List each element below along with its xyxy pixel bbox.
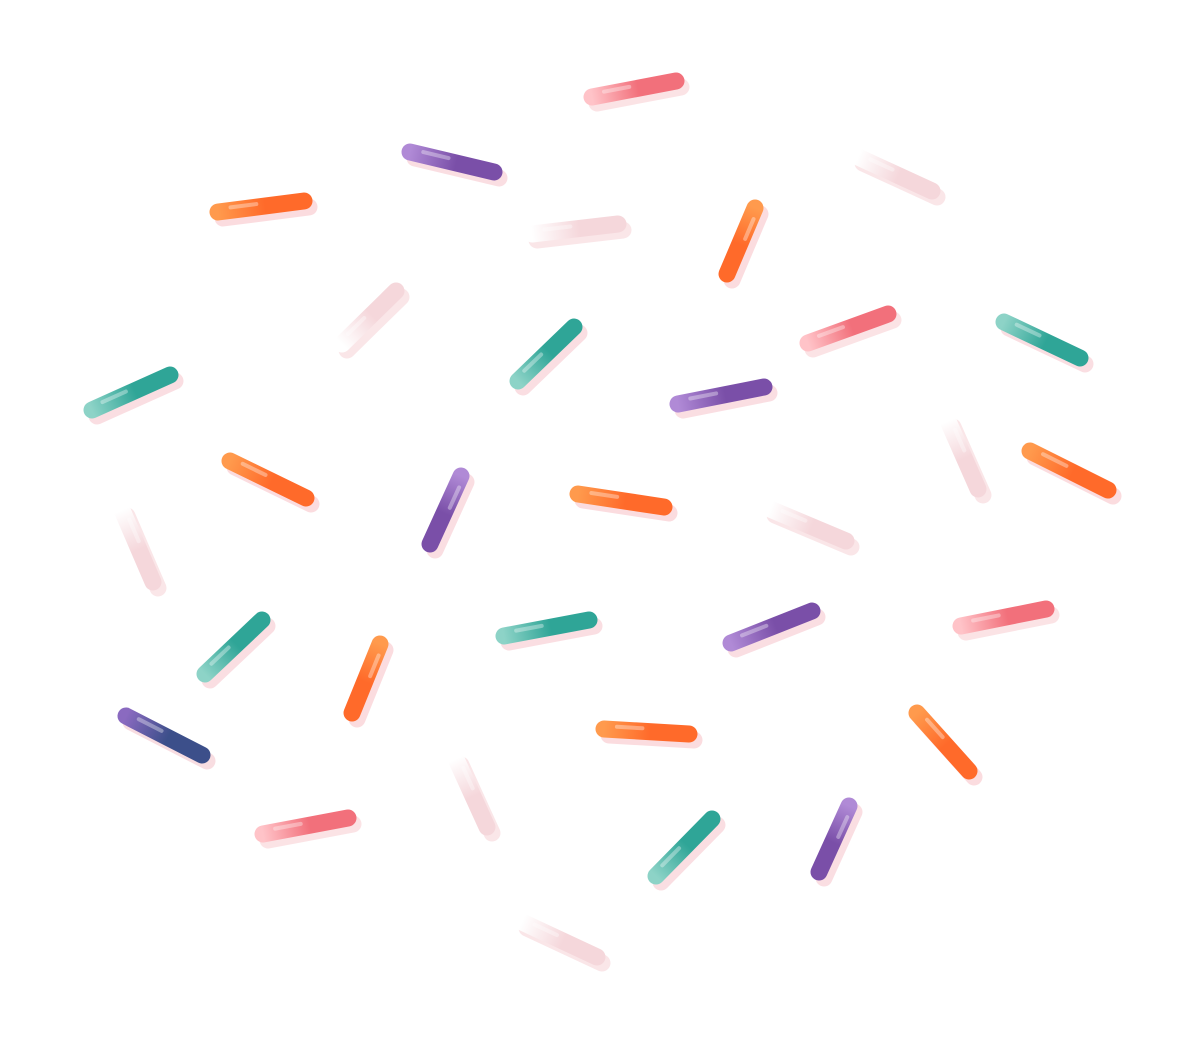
sprinkle-body	[113, 501, 162, 591]
sprinkle-pink	[799, 305, 902, 358]
sprinkle-body	[117, 707, 211, 764]
sprinkle-body	[447, 750, 496, 836]
sprinkle-body	[995, 313, 1089, 367]
sprinkle-body	[849, 148, 941, 200]
sprinkle-highlight	[925, 717, 945, 740]
sprinkle-body	[718, 199, 764, 283]
sprinkle-highlight	[953, 427, 967, 453]
sprinkle-highlight	[780, 509, 808, 523]
sprinkle-highlight	[127, 517, 141, 544]
sprinkle-orange	[1021, 442, 1122, 505]
sprinkle-body	[209, 192, 313, 221]
sprinkle-body	[569, 485, 673, 516]
sprinkle-highlight	[868, 157, 895, 172]
sprinkle-body	[401, 143, 503, 181]
sprinkle-body	[509, 318, 583, 390]
sprinkle-orange	[209, 192, 318, 227]
sprinkle-highlight	[532, 922, 560, 938]
sprinkle-teal	[196, 611, 276, 689]
sprinkle-body	[799, 305, 897, 352]
sprinkle-white	[333, 282, 410, 359]
sprinkle-body	[83, 366, 179, 419]
sprinkle-purple	[669, 378, 778, 419]
sprinkle-highlight	[589, 490, 620, 499]
sprinkle-highlight	[740, 623, 769, 638]
sprinkle-orange	[595, 720, 703, 749]
sprinkle-body	[421, 467, 470, 553]
sprinkle-body	[221, 452, 315, 507]
sprinkle-teal	[509, 318, 588, 396]
sprinkle-highlight	[836, 815, 850, 839]
sprinkle-highlight	[461, 765, 475, 791]
sprinkle-white	[939, 412, 992, 504]
sprinkle-highlight	[602, 84, 632, 94]
sprinkle-pink	[952, 600, 1060, 641]
sprinkle-white	[447, 750, 501, 842]
sprinkle-highlight	[660, 846, 682, 868]
sprinkle-purple	[401, 143, 508, 187]
sprinkle-navy	[117, 707, 216, 770]
sprinkle-teal	[995, 313, 1094, 373]
sprinkle-body	[952, 600, 1055, 635]
sprinkle-highlight	[228, 202, 259, 210]
sprinkle-highlight	[816, 325, 845, 338]
sprinkle-body	[1021, 442, 1117, 499]
sprinkle-purple	[722, 602, 826, 658]
sprinkle-orange	[718, 199, 769, 289]
sprinkle-body	[333, 282, 405, 353]
sprinkle-pink	[583, 72, 690, 112]
sprinkle-highlight	[688, 391, 719, 401]
sprinkle-orange	[221, 452, 320, 513]
sprinkle-body	[669, 378, 773, 413]
sprinkle-purple	[810, 797, 863, 887]
sprinkle-body	[647, 810, 721, 885]
sprinkle-highlight	[447, 485, 462, 510]
sprinkle-highlight	[514, 623, 544, 633]
sprinkle-highlight	[240, 461, 268, 477]
sprinkle-highlight	[542, 224, 573, 232]
sprinkle-highlight	[209, 645, 231, 666]
sprinkle-highlight	[136, 717, 164, 733]
sprinkle-highlight	[614, 724, 645, 731]
sprinkle-body	[254, 809, 357, 843]
sprinkle-orange	[343, 635, 394, 728]
sprinkle-body	[583, 72, 685, 106]
sprinkle-teal	[495, 611, 603, 651]
sprinkle-teal	[647, 810, 726, 891]
sprinkle-highlight	[100, 389, 128, 405]
sprinkle-body	[343, 635, 389, 722]
sprinkle-white	[523, 215, 632, 249]
sprinkle-highlight	[421, 150, 451, 161]
sprinkle-body	[495, 611, 598, 645]
sprinkle-highlight	[273, 821, 303, 831]
sprinkle-white	[513, 913, 611, 972]
sprinkle-teal	[83, 366, 184, 425]
sprinkle-white	[761, 500, 860, 556]
sprinkle-pink	[254, 809, 362, 849]
sprinkle-orange	[908, 704, 983, 786]
sprinkle-body	[939, 412, 987, 498]
sprinkle-white	[849, 148, 946, 206]
sprinkle-highlight	[1014, 322, 1042, 338]
sprinkle-body	[595, 720, 698, 743]
sprinkle-highlight	[368, 653, 381, 679]
sprinkle-highlight	[1041, 452, 1069, 468]
sprinkle-purple	[421, 467, 475, 559]
sprinkle-body	[722, 602, 821, 652]
sprinkle-body	[908, 704, 978, 780]
sprinkle-body	[761, 500, 855, 550]
sprinkle-highlight	[522, 352, 544, 373]
sprinkle-white	[113, 501, 167, 597]
sprinkle-body	[196, 611, 271, 683]
sprinkle-highlight	[743, 217, 756, 241]
sprinkle-body	[810, 797, 858, 881]
sprinkle-layer	[83, 72, 1122, 972]
sprinkle-orange	[569, 485, 678, 522]
sprinkle-highlight	[971, 613, 1001, 623]
sprinkle-body	[523, 215, 627, 243]
sprinkle-body	[513, 913, 606, 966]
sprinkle-highlight	[345, 316, 367, 336]
